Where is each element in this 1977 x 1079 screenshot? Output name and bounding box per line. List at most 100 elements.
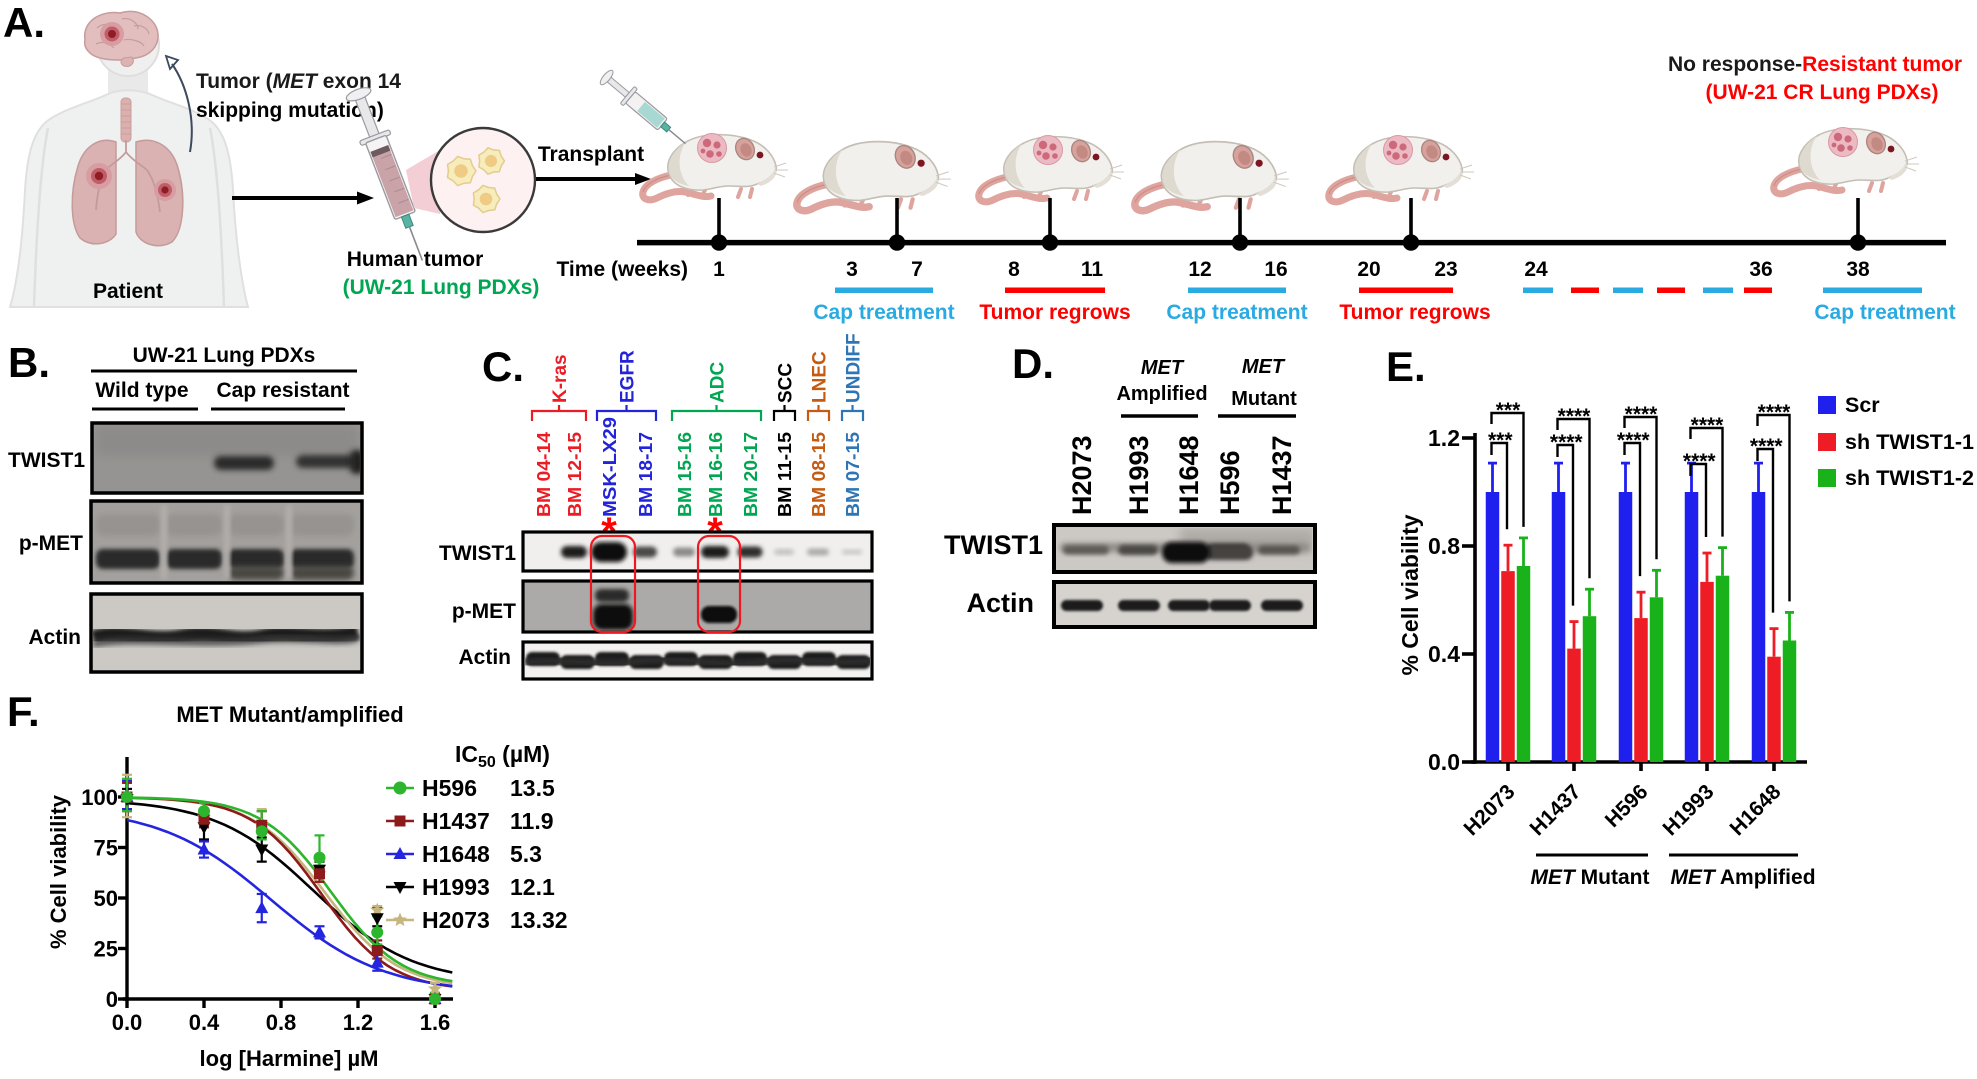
svg-text:MET Amplified: MET Amplified xyxy=(1670,866,1815,889)
svg-text:20: 20 xyxy=(1357,258,1380,281)
svg-text:MSK-LX29: MSK-LX29 xyxy=(600,417,620,517)
svg-text:0.0: 0.0 xyxy=(112,1010,143,1035)
svg-text:BM 04-14: BM 04-14 xyxy=(534,432,554,517)
svg-text:TWIST1: TWIST1 xyxy=(944,530,1043,560)
svg-text:(UW-21 Lung PDXs): (UW-21 Lung PDXs) xyxy=(343,276,540,299)
svg-text:E.: E. xyxy=(1386,343,1426,390)
svg-text:Tumor (MET exon 14: Tumor (MET exon 14 xyxy=(196,70,401,93)
svg-text:****: **** xyxy=(1625,403,1659,426)
svg-text:MET Mutant: MET Mutant xyxy=(1531,866,1650,889)
svg-text:****: **** xyxy=(1617,429,1651,452)
svg-text:Actin: Actin xyxy=(29,626,82,649)
svg-text:****: **** xyxy=(1550,431,1584,454)
svg-text:****: **** xyxy=(1691,414,1725,437)
svg-text:F.: F. xyxy=(7,688,40,735)
svg-text:0.8: 0.8 xyxy=(266,1010,297,1035)
svg-text:H2073: H2073 xyxy=(422,907,490,933)
svg-text:MET: MET xyxy=(1141,357,1185,379)
svg-text:50: 50 xyxy=(94,886,118,911)
svg-text:Actin: Actin xyxy=(967,588,1035,618)
svg-text:38: 38 xyxy=(1846,258,1870,281)
svg-text:H1648: H1648 xyxy=(1174,435,1204,515)
svg-text:11: 11 xyxy=(1081,258,1104,281)
svg-text:1.2: 1.2 xyxy=(343,1010,374,1035)
svg-text:C.: C. xyxy=(482,343,524,390)
svg-text:Actin: Actin xyxy=(459,646,512,669)
svg-text:MET: MET xyxy=(1242,356,1286,378)
svg-text:H1437: H1437 xyxy=(422,808,490,834)
svg-text:BM 20-17: BM 20-17 xyxy=(741,432,761,517)
svg-text:Cap resistant: Cap resistant xyxy=(216,379,349,402)
svg-text:H596: H596 xyxy=(422,775,477,801)
svg-text:ADC: ADC xyxy=(708,362,729,403)
svg-text:Tumor regrows: Tumor regrows xyxy=(1339,301,1490,324)
svg-text:1.6: 1.6 xyxy=(420,1010,451,1035)
svg-text:log [Harmine] µM: log [Harmine] µM xyxy=(200,1046,379,1071)
svg-text:LNEC: LNEC xyxy=(810,351,831,403)
svg-text:Patient: Patient xyxy=(93,280,163,303)
svg-text:TWIST1: TWIST1 xyxy=(439,542,516,565)
svg-text:16: 16 xyxy=(1264,258,1287,281)
svg-text:****: **** xyxy=(1683,450,1717,473)
svg-text:0: 0 xyxy=(106,987,118,1012)
svg-text:****: **** xyxy=(1750,435,1784,458)
svg-text:K-ras: K-ras xyxy=(550,354,571,403)
svg-text:3: 3 xyxy=(846,258,858,281)
svg-text:****: **** xyxy=(1758,401,1792,424)
svg-text:Scr: Scr xyxy=(1845,393,1880,417)
svg-text:Cap treatment: Cap treatment xyxy=(1166,301,1307,324)
svg-text:H596: H596 xyxy=(1215,450,1245,515)
svg-text:A.: A. xyxy=(3,0,45,46)
svg-text:% Cell viability: % Cell viability xyxy=(46,794,71,949)
svg-text:***: *** xyxy=(1488,429,1513,452)
svg-text:skipping mutation): skipping mutation) xyxy=(196,99,384,122)
svg-text:25: 25 xyxy=(94,937,118,962)
svg-text:IC50 (µM): IC50 (µM) xyxy=(455,741,550,771)
svg-text:Tumor regrows: Tumor regrows xyxy=(979,301,1130,324)
svg-text:75: 75 xyxy=(94,836,118,861)
svg-text:13.32: 13.32 xyxy=(510,907,568,933)
svg-text:H1993: H1993 xyxy=(422,874,490,900)
svg-text:Time (weeks): Time (weeks) xyxy=(556,258,688,281)
svg-text:BM 08-15: BM 08-15 xyxy=(809,432,829,517)
svg-text:BM 07-15: BM 07-15 xyxy=(843,432,863,517)
svg-text:BM 15-16: BM 15-16 xyxy=(675,432,695,517)
svg-text:B.: B. xyxy=(8,339,50,386)
svg-text:H1993: H1993 xyxy=(1124,435,1154,515)
svg-text:Transplant: Transplant xyxy=(538,143,644,166)
svg-text:8: 8 xyxy=(1008,258,1020,281)
svg-text:sh TWIST1-2: sh TWIST1-2 xyxy=(1845,466,1974,490)
svg-text:24: 24 xyxy=(1524,258,1548,281)
svg-text:SCC: SCC xyxy=(776,363,797,403)
svg-text:100: 100 xyxy=(81,785,118,810)
svg-text:BM 16-16: BM 16-16 xyxy=(706,432,726,517)
svg-text:1: 1 xyxy=(713,258,725,281)
svg-text:BM 12-15: BM 12-15 xyxy=(565,432,585,517)
svg-text:TWIST1: TWIST1 xyxy=(8,449,85,472)
svg-text:Wild type: Wild type xyxy=(95,379,188,402)
svg-text:UW-21 Lung PDXs: UW-21 Lung PDXs xyxy=(133,344,316,367)
svg-text:11.9: 11.9 xyxy=(510,808,554,834)
svg-text:sh TWIST1-1: sh TWIST1-1 xyxy=(1845,430,1974,454)
svg-text:D.: D. xyxy=(1012,340,1054,387)
svg-text:H2073: H2073 xyxy=(1067,435,1097,515)
svg-text:H1437: H1437 xyxy=(1267,435,1297,515)
svg-text:5.3: 5.3 xyxy=(510,841,542,867)
svg-text:0.0: 0.0 xyxy=(1428,749,1460,775)
svg-text:p-MET: p-MET xyxy=(19,532,83,555)
svg-text:(UW-21 CR Lung PDXs): (UW-21 CR Lung PDXs) xyxy=(1706,81,1939,104)
svg-text:1.2: 1.2 xyxy=(1428,425,1460,451)
svg-text:***: *** xyxy=(1496,399,1521,422)
svg-text:EGFR: EGFR xyxy=(618,350,639,403)
svg-text:23: 23 xyxy=(1434,258,1457,281)
svg-text:MET Mutant/amplified: MET Mutant/amplified xyxy=(176,702,403,727)
svg-text:Cap treatment: Cap treatment xyxy=(1814,301,1955,324)
svg-text:UNDIFF: UNDIFF xyxy=(844,333,865,403)
svg-text:0.4: 0.4 xyxy=(1428,641,1460,667)
svg-text:12: 12 xyxy=(1188,258,1211,281)
svg-text:Mutant: Mutant xyxy=(1231,388,1297,410)
svg-text:0.8: 0.8 xyxy=(1428,533,1460,559)
svg-text:% Cell viability: % Cell viability xyxy=(1397,514,1423,675)
svg-text:****: **** xyxy=(1558,405,1592,428)
svg-text:36: 36 xyxy=(1749,258,1772,281)
